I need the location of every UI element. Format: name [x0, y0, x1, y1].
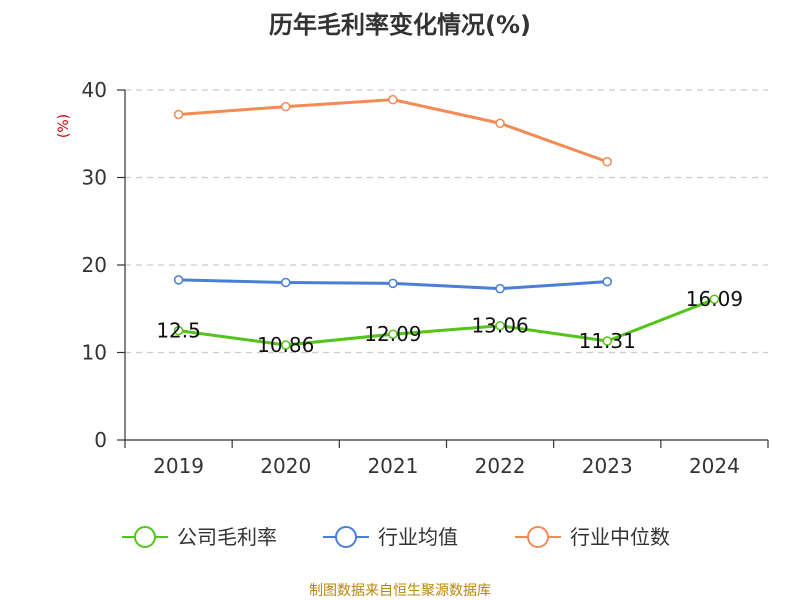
point-industry-mean-2020 [281, 277, 291, 288]
legend-marker-company-margin [134, 526, 156, 548]
point-industry-median-2020 [281, 101, 291, 112]
point-company-margin-2021 [388, 329, 398, 339]
point-industry-median-2022 [495, 118, 505, 128]
x-tick-label-2021: 2021 [367, 454, 418, 478]
series-line-company-margin [178, 297, 715, 347]
grid-lines [125, 89, 768, 354]
y-tick-label-0: 0 [94, 428, 107, 452]
legend-label-industry-median: 行业中位数 [570, 525, 670, 549]
point-industry-median-2021 [388, 94, 398, 105]
series-layer [173, 94, 720, 350]
point-industry-mean-2023 [602, 276, 612, 287]
legend-marker-industry-median [527, 526, 549, 548]
axes [117, 89, 769, 448]
point-industry-median-2023 [602, 157, 612, 167]
source-note: 制图数据来自恒生聚源数据库 [309, 583, 491, 599]
legend-item-company-margin: 公司毛利率 [122, 525, 277, 549]
chart-title: 历年毛利率变化情况(%) [269, 11, 531, 39]
point-company-margin-2020 [281, 340, 291, 350]
series-company-margin [173, 294, 720, 350]
point-industry-mean-2019 [173, 275, 184, 285]
x-tick-label-2024: 2024 [689, 454, 740, 478]
point-company-margin-2019 [173, 325, 184, 336]
data-label-2021: 12.09 [364, 322, 421, 346]
data-labels: 12.5 10.86 12.09 13.06 11.31 16.09 [156, 287, 743, 357]
y-tick-label-40: 40 [82, 78, 107, 102]
y-axis-label: (%) [56, 114, 72, 138]
legend-marker-industry-mean [335, 526, 357, 548]
legend-label-industry-mean: 行业均值 [378, 525, 458, 549]
y-tick-label-10: 10 [82, 341, 107, 365]
series-line-industry-median [178, 98, 608, 164]
legend-item-industry-median: 行业中位数 [515, 525, 670, 549]
series-industry-mean [173, 275, 612, 294]
legend: 公司毛利率 行业均值 行业中位数 [122, 525, 670, 549]
series-industry-median [173, 94, 612, 167]
data-label-2019: 12.5 [156, 319, 201, 343]
y-tick-labels: 0 10 20 30 40 [82, 78, 107, 452]
data-label-2023: 11.31 [579, 329, 636, 353]
data-label-2022: 13.06 [471, 314, 528, 338]
y-tick-label-20: 20 [82, 253, 107, 277]
point-industry-mean-2022 [495, 283, 505, 294]
legend-label-company-margin: 公司毛利率 [177, 525, 277, 549]
point-company-margin-2022 [495, 320, 505, 331]
y-tick-label-30: 30 [82, 166, 107, 190]
point-industry-mean-2021 [388, 278, 398, 289]
x-tick-label-2022: 2022 [475, 454, 526, 478]
x-tick-label-2019: 2019 [153, 454, 204, 478]
x-tick-label-2023: 2023 [582, 454, 633, 478]
x-tick-labels: 2019 2020 2021 2022 2023 2024 [153, 454, 740, 478]
point-company-margin-2024 [709, 294, 720, 304]
point-industry-median-2019 [173, 109, 184, 120]
x-tick-label-2020: 2020 [260, 454, 311, 478]
data-label-2020: 10.86 [257, 333, 314, 357]
point-company-margin-2023 [602, 336, 612, 346]
data-label-2024: 16.09 [686, 287, 743, 311]
legend-item-industry-mean: 行业均值 [323, 525, 458, 549]
